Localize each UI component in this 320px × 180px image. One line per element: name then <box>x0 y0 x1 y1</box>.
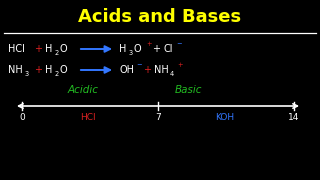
Text: 3: 3 <box>129 50 133 56</box>
Text: O: O <box>60 44 68 54</box>
Text: HCl: HCl <box>80 114 96 123</box>
Text: 14: 14 <box>288 114 300 123</box>
Text: Acids and Bases: Acids and Bases <box>78 8 242 26</box>
Text: H: H <box>45 44 52 54</box>
Text: −: − <box>136 62 141 68</box>
Text: +: + <box>143 65 151 75</box>
Text: Cl: Cl <box>163 44 172 54</box>
Text: 2: 2 <box>55 71 59 77</box>
Text: −: − <box>176 41 181 47</box>
Text: +: + <box>146 41 151 47</box>
Text: +: + <box>152 44 160 54</box>
Text: NH: NH <box>154 65 169 75</box>
Text: Acidic: Acidic <box>68 85 99 95</box>
Text: +: + <box>34 44 42 54</box>
Text: 4: 4 <box>170 71 174 77</box>
Text: 3: 3 <box>25 71 29 77</box>
Text: +: + <box>177 62 182 68</box>
Text: O: O <box>60 65 68 75</box>
Text: O: O <box>134 44 142 54</box>
Text: H: H <box>119 44 126 54</box>
Text: 2: 2 <box>55 50 59 56</box>
Text: KOH: KOH <box>215 114 235 123</box>
Text: 7: 7 <box>155 114 161 123</box>
Text: HCl: HCl <box>8 44 25 54</box>
Text: 0: 0 <box>19 114 25 123</box>
Text: +: + <box>34 65 42 75</box>
Text: NH: NH <box>8 65 23 75</box>
Text: H: H <box>45 65 52 75</box>
Text: OH: OH <box>119 65 134 75</box>
Text: Basic: Basic <box>175 85 203 95</box>
